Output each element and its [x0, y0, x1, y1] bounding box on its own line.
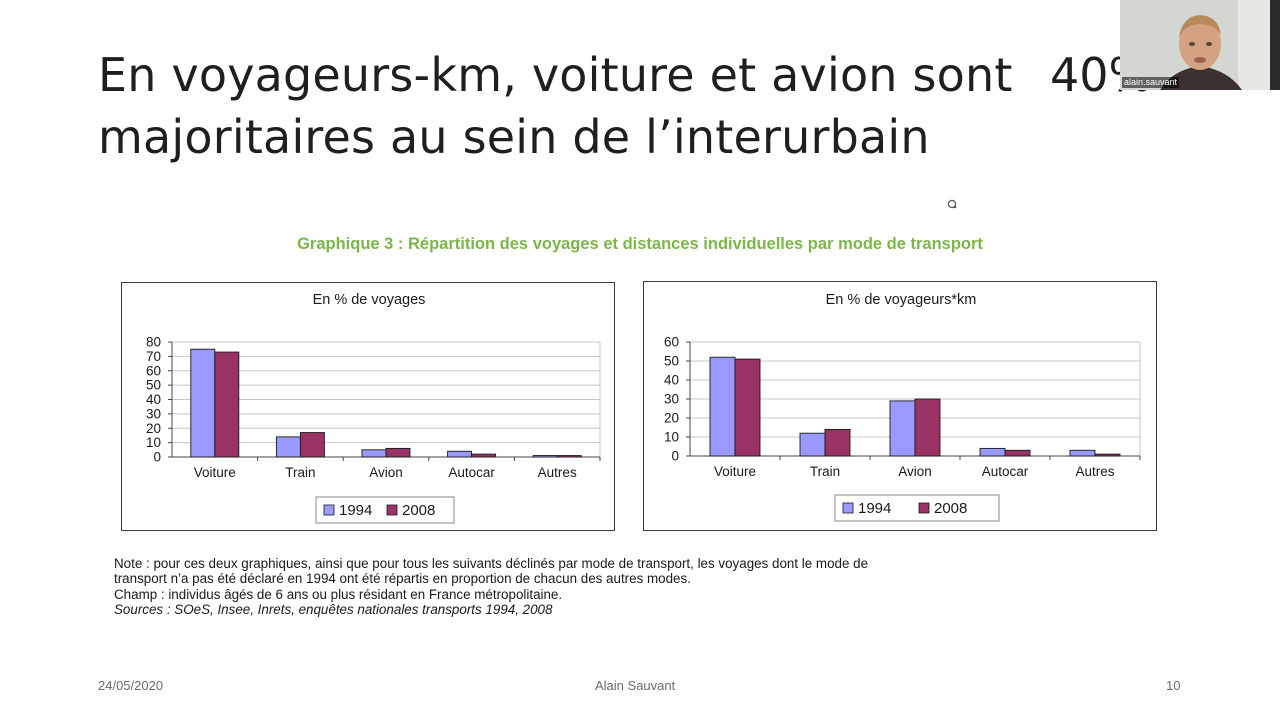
y-tick-label-0: 0	[671, 449, 679, 464]
footer-date: 24/05/2020	[98, 678, 164, 693]
y-tick-label-80: 80	[146, 335, 161, 350]
bar-trips-2008-autocar	[471, 453, 497, 458]
slide-number: 10	[1166, 678, 1181, 693]
y-tick-label-0: 0	[153, 450, 161, 465]
bar-pkm-2008-autocar	[1004, 449, 1031, 457]
bar-trips-2008-train	[299, 432, 325, 458]
x-tick-label-autres: Autres	[538, 465, 577, 480]
legend-swatch-2008	[386, 504, 398, 516]
busy-cursor-icon	[947, 199, 957, 209]
bar-trips-1994-avion	[361, 449, 387, 458]
legend-box	[834, 494, 1000, 522]
note-champ: Champ : individus âgés de 6 ans ou plus …	[114, 586, 563, 602]
y-tick-label-40: 40	[664, 373, 679, 388]
x-tick-label-autres: Autres	[1075, 464, 1114, 479]
y-tick-label-60: 60	[146, 363, 161, 378]
legend-label-1994: 1994	[858, 500, 891, 517]
chart-passenger-km-percent-svg: En % de voyageurs*km 0 10 20 30 40 50 60 Voiture…	[664, 292, 1141, 522]
bar-trips-2008-autres	[556, 455, 582, 458]
x-tick-label-voiture: Voiture	[194, 465, 236, 480]
legend-label-2008: 2008	[934, 500, 967, 517]
figure-title: Graphique 3 : Répartition des voyages et…	[297, 235, 983, 253]
chart-passenger-km-percent: En % de voyageurs*km 0 10 20 30 40 50 60 Voiture…	[643, 281, 1157, 531]
bar-pkm-1994-voiture	[709, 356, 736, 457]
legend-label-1994: 1994	[339, 502, 372, 519]
legend-swatch-1994	[842, 502, 854, 514]
chart-title: En % de voyageurs*km	[826, 292, 977, 308]
y-tick-label-10: 10	[664, 430, 679, 445]
bar-trips-1994-autres	[532, 455, 558, 458]
legend-label-2008: 2008	[402, 502, 435, 519]
bar-trips-1994-autocar	[447, 450, 473, 458]
webcam-name-label: alain.sauvant	[1122, 77, 1180, 88]
y-tick-label-50: 50	[664, 354, 679, 369]
note-sources: Sources : SOeS, Insee, Inrets, enquêtes …	[114, 601, 553, 617]
note-line-2: transport n’a pas été déclaré en 1994 on…	[114, 571, 691, 587]
bar-trips-2008-avion	[385, 447, 411, 458]
y-tick-label-50: 50	[146, 378, 161, 393]
x-tick-label-train: Train	[285, 465, 315, 480]
y-tick-label-70: 70	[146, 349, 161, 364]
bar-trips-2008-voiture	[214, 351, 240, 458]
y-tick-label-20: 20	[664, 411, 679, 426]
chart-trips-percent: En % de voyages 0 10 20 30 40 50 60 70 80 Voiture T…	[121, 282, 615, 531]
x-tick-label-autocar: Autocar	[982, 464, 1029, 479]
chart-title: En % de voyages	[313, 292, 426, 308]
legend-box	[315, 496, 455, 524]
figure-note: Note : pour ces deux graphiques, ainsi q…	[114, 556, 1174, 617]
webcam-person-silhouette	[1120, 0, 1270, 90]
x-tick-label-avion: Avion	[369, 465, 403, 480]
webcam-edge	[1270, 0, 1280, 90]
bar-trips-1994-train	[275, 436, 301, 458]
y-tick-label-10: 10	[146, 435, 161, 450]
bar-pkm-2008-avion	[914, 398, 941, 457]
slide-title: En voyageurs-km, voiture et avion sont m…	[98, 44, 1138, 168]
bar-pkm-1994-autocar	[979, 447, 1006, 457]
bar-pkm-2008-voiture	[734, 358, 761, 457]
slide-title-line-1: En voyageurs-km, voiture et avion sont	[98, 48, 1013, 102]
y-tick-label-40: 40	[146, 392, 161, 407]
y-tick-label-60: 60	[664, 335, 679, 350]
x-tick-label-voiture: Voiture	[714, 464, 756, 479]
bar-pkm-1994-avion	[889, 400, 916, 457]
bar-pkm-1994-autres	[1069, 449, 1096, 457]
x-tick-label-train: Train	[810, 464, 840, 479]
legend-swatch-2008	[918, 502, 930, 514]
slide-title-line-2: majoritaires au sein de l’interurbain	[98, 110, 930, 164]
x-tick-label-autocar: Autocar	[448, 465, 495, 480]
y-tick-label-30: 30	[664, 392, 679, 407]
x-tick-label-avion: Avion	[898, 464, 932, 479]
note-line-1: Note : pour ces deux graphiques, ainsi q…	[114, 556, 869, 571]
footer-author: Alain Sauvant	[595, 678, 676, 693]
bar-pkm-2008-autres	[1094, 453, 1121, 457]
legend-swatch-1994	[323, 504, 335, 516]
webcam-video	[1120, 0, 1270, 90]
y-tick-label-20: 20	[146, 421, 161, 436]
bar-trips-1994-voiture	[190, 348, 216, 458]
bar-pkm-2008-train	[824, 428, 851, 457]
bar-pkm-1994-train	[799, 432, 826, 457]
y-tick-label-30: 30	[146, 406, 161, 421]
